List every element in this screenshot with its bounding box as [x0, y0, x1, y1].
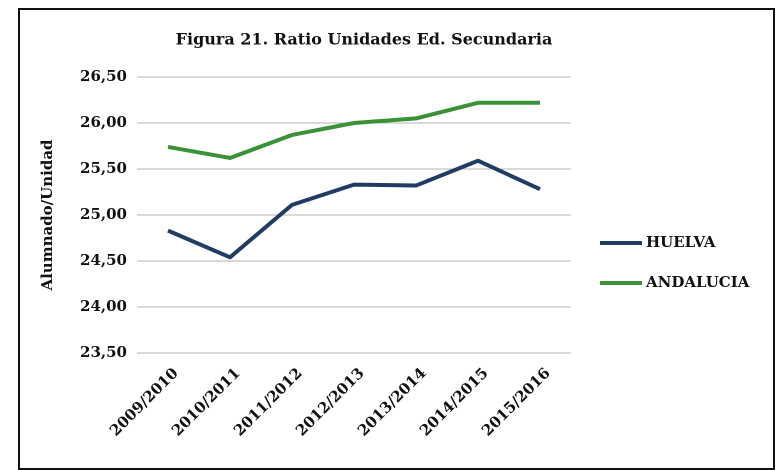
y-tick-label: 24,50	[80, 251, 127, 269]
chart-frame	[18, 8, 775, 470]
legend-label: HUELVA	[646, 233, 716, 251]
chart-title: Figura 21. Ratio Unidades Ed. Secundaria	[176, 30, 553, 49]
y-tick-label: 26,50	[80, 67, 127, 85]
line-series	[167, 100, 540, 160]
y-axis-label: Alumnado/Unidad	[38, 139, 56, 292]
line-series	[167, 158, 541, 260]
y-tick-label: 23,50	[80, 343, 127, 361]
y-tick-label: 26,00	[80, 113, 127, 131]
y-tick-label: 24,00	[80, 297, 127, 315]
y-tick-label: 25,00	[80, 205, 127, 223]
y-tick-label: 25,50	[80, 159, 127, 177]
legend-label: ANDALUCIA	[645, 273, 750, 291]
